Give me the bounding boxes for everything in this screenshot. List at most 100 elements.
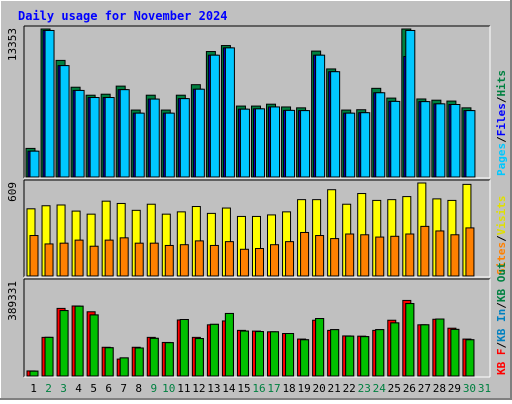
bar — [435, 318, 445, 377]
bar — [390, 235, 400, 277]
x-tick-label: 9 — [150, 382, 157, 395]
x-tick-label: 24 — [373, 382, 387, 395]
bar — [405, 233, 415, 277]
bar — [315, 318, 325, 377]
x-tick-label: 17 — [267, 382, 280, 395]
x-tick-label: 29 — [448, 382, 461, 395]
bar — [74, 239, 84, 277]
bar — [164, 112, 175, 178]
bar — [300, 339, 310, 377]
bar — [375, 329, 385, 377]
bar — [179, 244, 189, 277]
bar — [270, 331, 280, 377]
series-kb-out — [29, 303, 475, 377]
bar — [89, 314, 99, 377]
bar — [179, 98, 190, 178]
bar — [149, 242, 159, 277]
x-tick-label: 6 — [105, 382, 112, 395]
bar — [360, 336, 370, 377]
bar — [435, 230, 445, 277]
legend-entry: Visits — [495, 196, 508, 236]
legend-separator: / — [495, 136, 508, 143]
bar — [254, 248, 264, 277]
x-tick-label: 28 — [433, 382, 446, 395]
panel-hits-files-pages: 13353 Pages/Files/Hits — [6, 25, 508, 179]
panel-visits-sites: 609 Sites/Visits — [6, 179, 508, 278]
bar — [44, 29, 55, 178]
x-tick-label: 20 — [313, 382, 326, 395]
bar — [270, 106, 281, 178]
bar — [465, 110, 476, 178]
bar — [239, 330, 249, 377]
bar — [104, 97, 115, 178]
legend-entry: KB Out — [495, 262, 508, 302]
bar — [330, 238, 340, 277]
bar — [239, 108, 250, 178]
bar — [29, 235, 39, 277]
x-tick-label: 10 — [162, 382, 175, 395]
x-tick-label: 23 — [358, 382, 371, 395]
bar — [360, 234, 370, 277]
x-tick-label: 3 — [60, 382, 67, 395]
x-tick-label: 14 — [222, 382, 236, 395]
bar — [194, 88, 205, 178]
bar — [465, 227, 475, 277]
x-tick-label: 19 — [297, 382, 310, 395]
x-tick-label: 18 — [282, 382, 295, 395]
x-tick-label: 2 — [45, 382, 52, 395]
bar — [254, 108, 265, 178]
bar — [315, 54, 326, 178]
x-tick-label: 16 — [252, 382, 265, 395]
bar — [450, 234, 460, 277]
x-tick-label: 15 — [237, 382, 250, 395]
panel-max-label: 609 — [6, 182, 19, 202]
bar — [149, 98, 160, 178]
bar — [450, 328, 460, 377]
bar — [239, 248, 249, 277]
legend-entry: Files — [495, 103, 508, 136]
bar — [345, 112, 356, 178]
bar — [420, 101, 431, 178]
panel-legend: Pages/Files/Hits — [495, 70, 508, 176]
panel-legend: KB F/KB In/KB Out — [495, 262, 508, 375]
bar — [59, 310, 69, 377]
bar — [164, 342, 174, 377]
bar — [149, 337, 159, 377]
bar — [224, 47, 235, 178]
bar — [224, 241, 234, 277]
series-pages — [29, 29, 476, 178]
bar — [104, 239, 114, 277]
legend-entry: KB F — [495, 349, 508, 376]
bar — [179, 319, 189, 377]
bar — [330, 71, 341, 178]
bar — [29, 370, 39, 377]
legend-entry: Hits — [495, 70, 508, 97]
bar — [390, 100, 401, 178]
bar — [74, 89, 85, 178]
x-axis: 1 2 3 4 5 6 7 8 9 10 11 12 13 14 15 16 17 18 19 20 21 22 23 24 2… — [30, 382, 491, 395]
legend-separator: / — [495, 342, 508, 349]
bar — [104, 347, 114, 377]
bar — [420, 225, 430, 277]
bar — [134, 347, 144, 377]
bar — [194, 240, 204, 277]
x-tick-label: 12 — [192, 382, 205, 395]
panel-max-label: 13353 — [6, 28, 19, 61]
panels-layer: 13353Pages/Files/Hits609Sites/Visits3893… — [6, 25, 508, 378]
bar — [134, 112, 145, 178]
x-tick-label: 11 — [177, 382, 190, 395]
bar — [405, 29, 416, 178]
x-tick-label: 4 — [75, 382, 82, 395]
bar — [209, 323, 219, 377]
bar — [390, 322, 400, 377]
legend-separator: / — [495, 96, 508, 103]
bar — [119, 357, 129, 377]
x-tick-label: 26 — [403, 382, 416, 395]
bar — [270, 244, 280, 277]
bar — [465, 339, 475, 377]
bar — [300, 231, 310, 277]
legend-entry: Sites — [495, 242, 508, 275]
series-sites — [29, 225, 475, 277]
